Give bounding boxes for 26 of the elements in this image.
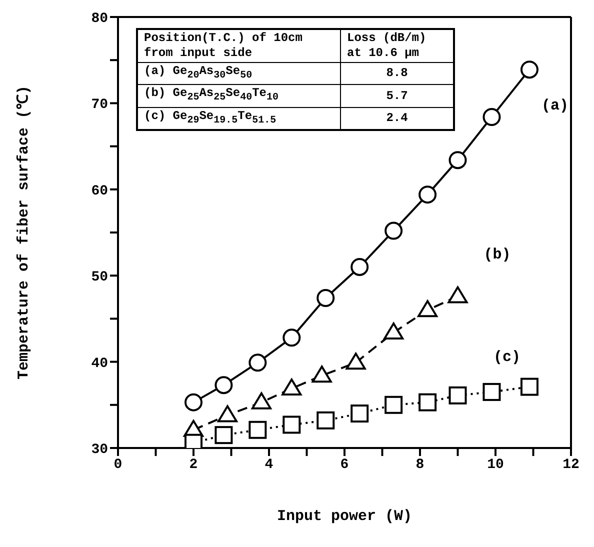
- x-tick-label: 12: [562, 456, 580, 473]
- x-tick-label: 4: [264, 456, 274, 473]
- y-tick-label: 30: [91, 442, 108, 458]
- annotation: (b) Ge$_{25}$As$_{25}$Se$_{40}$Te$_{10}$: [137, 84, 340, 108]
- x-axis-title: Input power (W): [276, 508, 412, 525]
- x-tick-label: 2: [189, 456, 198, 473]
- x-tick-label: 6: [340, 456, 349, 473]
- y-tick-label: 40: [91, 356, 108, 372]
- y-axis-title: Temperature of fiber surface (℃): [15, 85, 32, 380]
- x-tick-label: 0: [114, 456, 122, 473]
- series-label: (a): [541, 98, 568, 115]
- text: (b): [484, 246, 511, 264]
- annotation: (c) Ge$_{29}$Se$_{19.5}$Te$_{51.5}$: [137, 107, 340, 130]
- annotation: 8.8: [340, 62, 454, 85]
- annotation: 2.4: [340, 107, 454, 130]
- annotation: (a) Ge$_{20}$As$_{30}$Se$_{50}$: [137, 62, 340, 85]
- y-tick-label: 50: [91, 270, 108, 286]
- series-label: (c): [493, 348, 520, 366]
- y-tick-label: 60: [91, 183, 108, 200]
- y-tick-label: 70: [91, 97, 108, 114]
- annotation: 5.7: [340, 84, 454, 108]
- x-tick-label: 8: [416, 456, 424, 473]
- x-tick-label: 10: [487, 456, 504, 473]
- y-tick-label: 80: [91, 10, 108, 27]
- annotation: Loss (dB/m) at 10.6 μm: [340, 29, 454, 62]
- annotation: Position(T.C.) of 10cm from input side: [137, 29, 340, 62]
